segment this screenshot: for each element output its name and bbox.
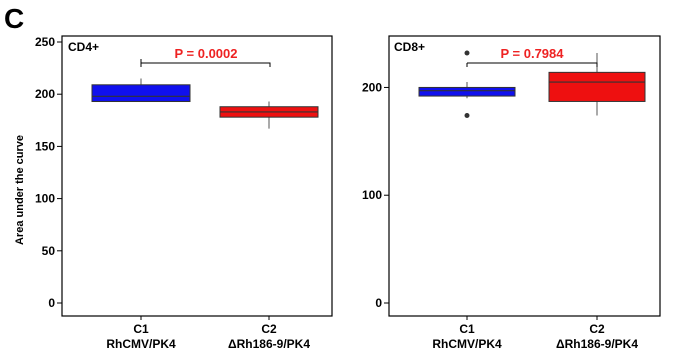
x-axis: C1 RhCMV/PK4 C2 ΔRh186-9/PK4 — [106, 322, 310, 351]
y-tick-label: 0 — [375, 296, 382, 310]
y-axis: 0 100 200 — [362, 80, 389, 310]
y-tick-label: 100 — [35, 192, 55, 206]
x-tick-label-c1: C1 — [459, 322, 475, 336]
x-axis: C1 RhCMV/PK4 C2 ΔRh186-9/PK4 — [432, 322, 638, 351]
y-axis: 0 50 100 150 200 250 — [35, 35, 62, 310]
x-tick-sublabel-c1: RhCMV/PK4 — [432, 337, 502, 351]
panel-label: CD4+ — [68, 40, 99, 54]
x-tick-label-c1: C1 — [133, 322, 149, 336]
p-value: P = 0.0002 — [174, 46, 237, 61]
box-c1 — [418, 50, 516, 118]
plot-frame — [388, 35, 661, 317]
outlier-point — [464, 50, 470, 56]
p-value: P = 0.7984 — [500, 46, 564, 61]
x-tick-sublabel-c1: RhCMV/PK4 — [106, 337, 176, 351]
box-c2 — [219, 101, 319, 129]
boxes — [91, 78, 319, 129]
outlier-point — [464, 112, 470, 118]
box-c2 — [548, 52, 646, 116]
chart-panel-cd4: CD4+ 0 50 100 150 200 250 P = 0.0002 C1 RhCMV… — [35, 35, 333, 351]
significance-bracket — [466, 62, 598, 67]
panel-letter: C — [4, 3, 24, 34]
x-tick-sublabel-c2: ΔRh186-9/PK4 — [228, 337, 310, 351]
y-tick-label: 0 — [48, 296, 55, 310]
x-tick-label-c2: C2 — [589, 322, 605, 336]
box-body — [548, 71, 646, 102]
chart-panel-cd8: CD8+ 0 100 200 P = 0.7984 C1 RhCMV/PK4 C2 … — [362, 35, 661, 351]
box-body — [418, 86, 516, 97]
y-tick-label: 150 — [35, 139, 55, 153]
y-tick-label: 50 — [42, 244, 56, 258]
y-axis-label: Area under the curve — [14, 135, 26, 245]
significance-bracket — [140, 59, 271, 67]
y-tick-label: 200 — [362, 80, 382, 94]
y-tick-label: 200 — [35, 87, 55, 101]
x-tick-label-c2: C2 — [261, 322, 277, 336]
x-tick-sublabel-c2: ΔRh186-9/PK4 — [556, 337, 638, 351]
panel-label: CD8+ — [394, 40, 425, 54]
box-body — [91, 84, 191, 103]
y-tick-label: 100 — [362, 188, 382, 202]
box-c1 — [91, 78, 191, 103]
y-tick-label: 250 — [35, 35, 55, 49]
boxes — [418, 50, 646, 118]
plot-frame — [61, 35, 333, 317]
